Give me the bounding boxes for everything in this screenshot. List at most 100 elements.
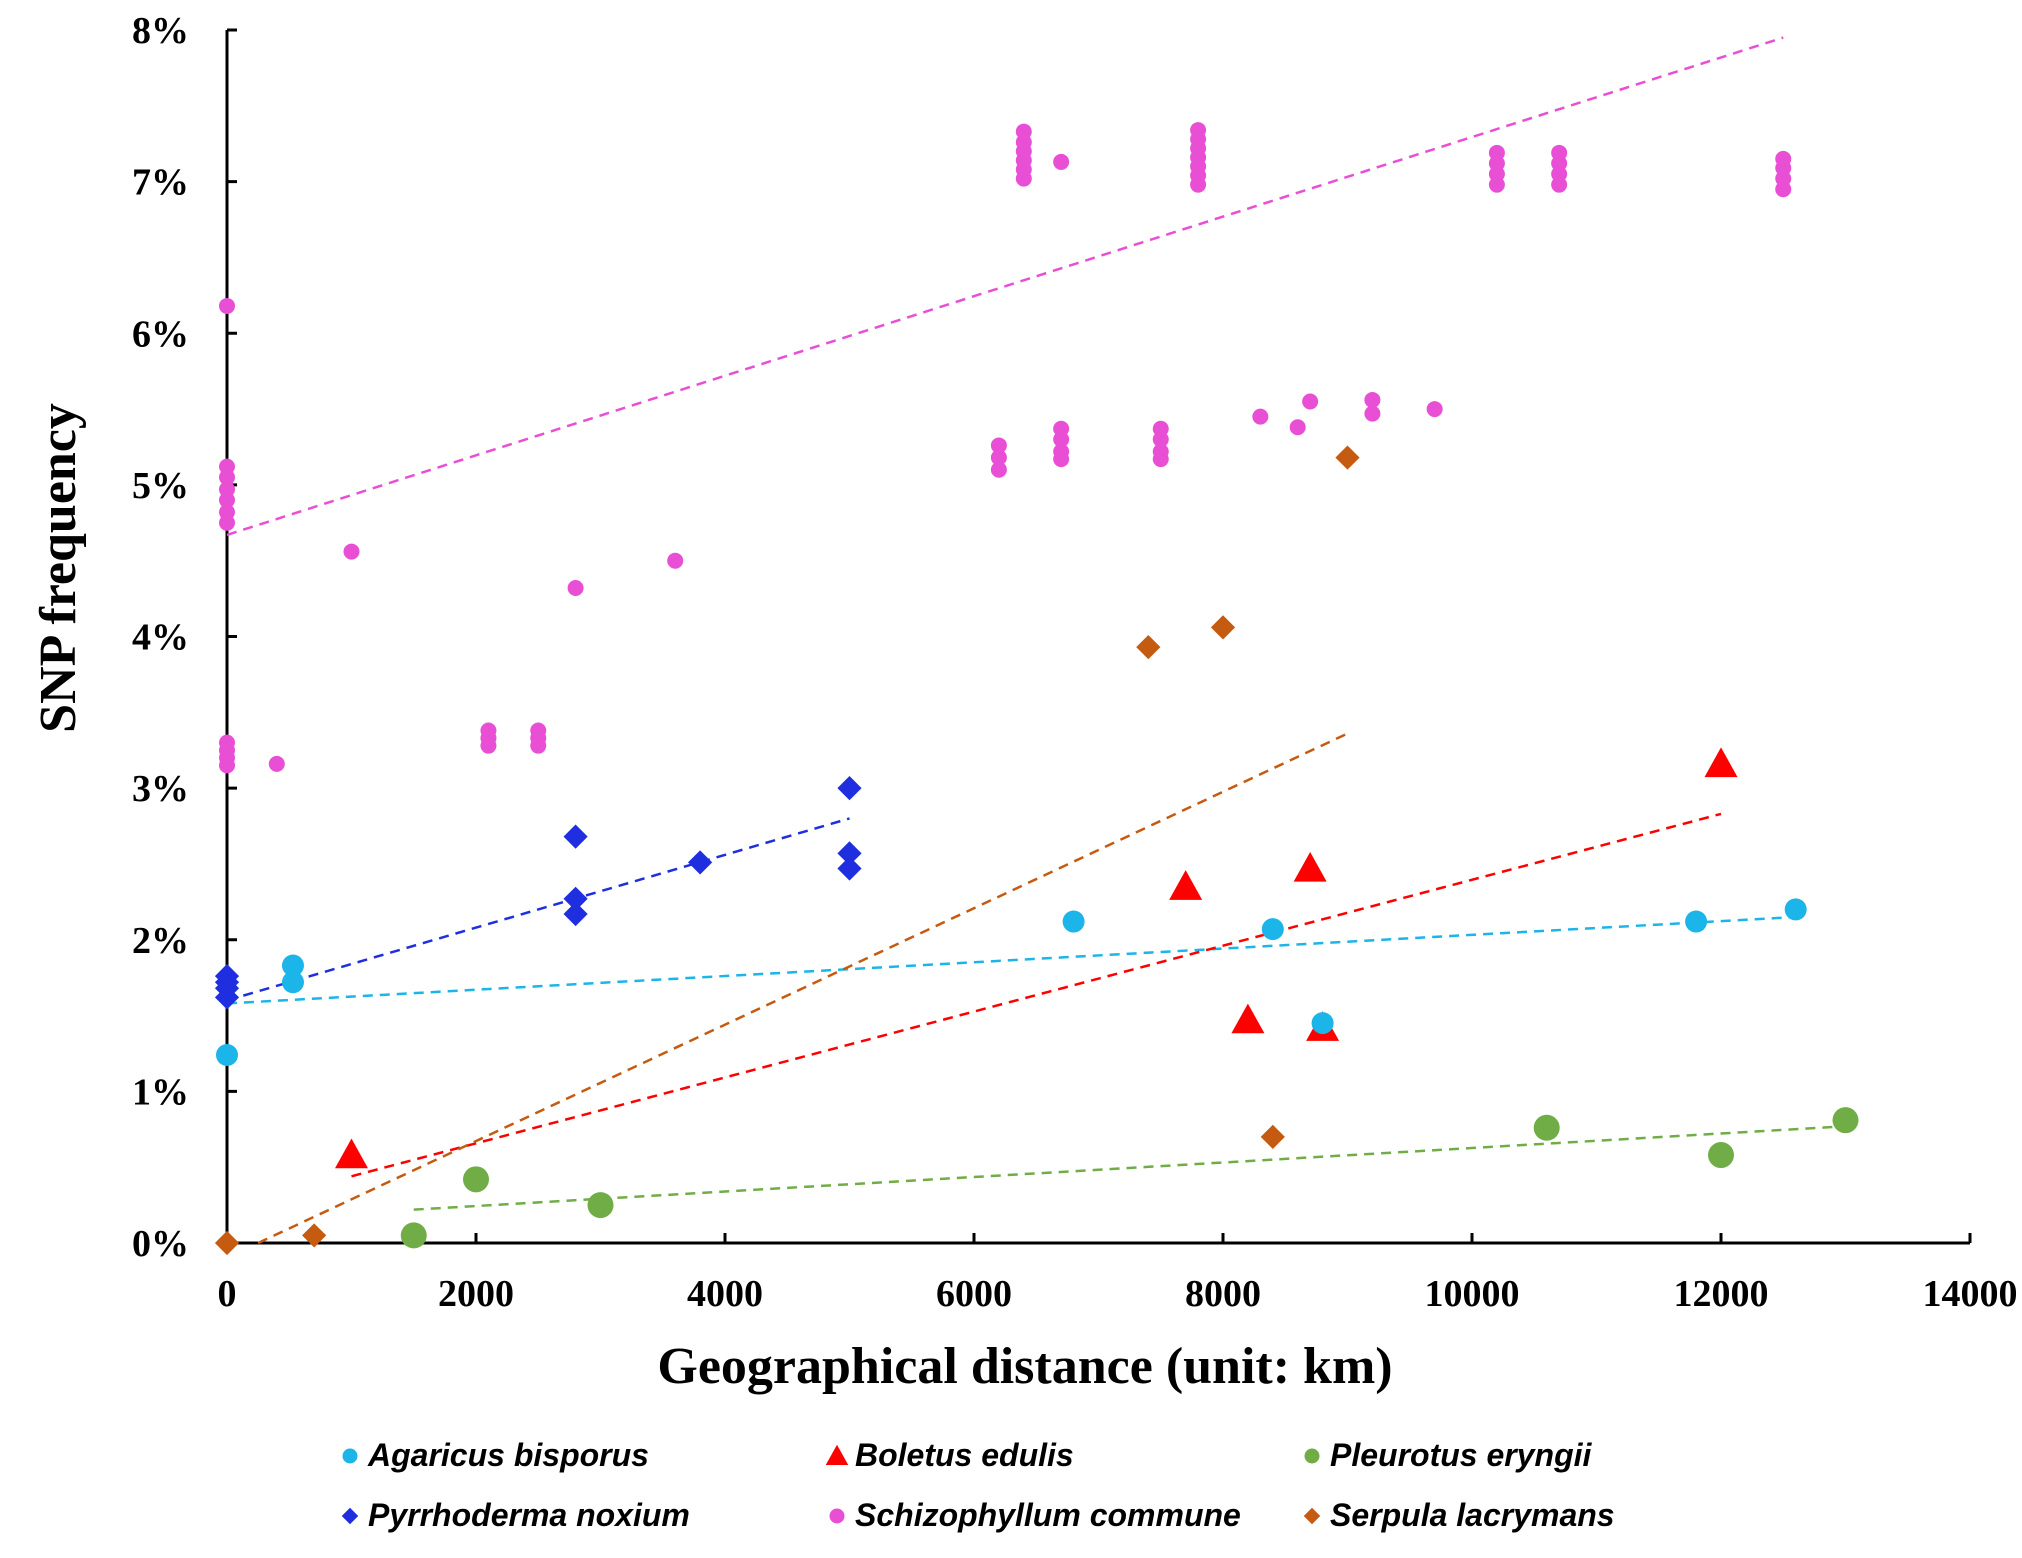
data-point [530, 722, 547, 739]
legend-label: Pleurotus eryngii [1330, 1437, 1593, 1473]
data-point [837, 841, 862, 866]
legend-marker [1304, 1448, 1320, 1464]
data-point [1289, 419, 1306, 436]
data-point [1302, 393, 1319, 410]
data-point [1231, 1003, 1265, 1034]
data-point [1260, 1124, 1285, 1149]
data-point [990, 461, 1007, 478]
legend-label: Schizophyllum commune [855, 1497, 1241, 1533]
data-point [1775, 150, 1792, 167]
y-tick-label: 3% [132, 768, 189, 810]
data-point [1488, 144, 1505, 161]
axes [225, 30, 1970, 1245]
data-point [1551, 144, 1568, 161]
trendline-serpula-lacrymans [257, 732, 1349, 1245]
x-tick-label: 2000 [438, 1273, 514, 1315]
data-point [214, 964, 240, 989]
series-agaricus-bisporus [216, 898, 1807, 1066]
data-point [219, 504, 235, 521]
x-axis-title: Geographical distance (unit: km) [657, 1338, 1392, 1395]
data-point [1784, 898, 1807, 921]
data-point [219, 481, 235, 498]
series-schizophyllum-commune [219, 122, 1792, 774]
data-point [216, 1043, 238, 1066]
data-point [1062, 910, 1085, 933]
y-tick-label: 6% [132, 313, 189, 355]
trendline-boletus-edulis [351, 812, 1722, 1178]
series-pyrrhoderma-noxium [214, 776, 862, 1010]
y-tick-label: 0% [132, 1223, 189, 1265]
y-tick-label: 1% [132, 1071, 189, 1113]
y-tick-label: 8% [132, 10, 189, 52]
data-point [219, 734, 235, 751]
x-tick-label: 14000 [1923, 1273, 2018, 1315]
data-point [837, 776, 862, 801]
legend-marker [341, 1507, 359, 1525]
data-point [1311, 1012, 1334, 1035]
data-point [1704, 747, 1738, 778]
data-point [1136, 635, 1161, 660]
trendline-schizophyllum-commune [226, 36, 1784, 537]
ticks [225, 28, 1972, 1245]
data-point [281, 954, 304, 977]
legend-item-agaricus-bisporus: Agaricus bisporus [342, 1437, 649, 1473]
data-point [990, 449, 1007, 466]
legend-marker [1303, 1507, 1321, 1525]
data-point [1169, 870, 1203, 900]
trendlines [226, 36, 1846, 1245]
data-point [990, 437, 1007, 454]
data-point [1364, 391, 1381, 408]
x-tick-label: 10000 [1425, 1273, 1520, 1315]
data-point [214, 1230, 240, 1256]
data-point [219, 458, 235, 475]
data-point [837, 856, 862, 881]
data-point [688, 850, 713, 875]
data-point [1832, 1107, 1859, 1134]
data-point [567, 579, 584, 596]
data-point [1053, 153, 1070, 170]
y-tick-label: 2% [132, 920, 189, 962]
y-tick-label: 7% [132, 162, 189, 204]
legend-label: Pyrrhoderma noxium [368, 1497, 690, 1533]
data-point [1364, 405, 1381, 422]
data-point [343, 543, 360, 560]
data-point [219, 297, 235, 314]
legend-marker [825, 1444, 849, 1465]
legend-label: Serpula lacrymans [1330, 1497, 1615, 1533]
data-point [563, 824, 588, 849]
data-point [1261, 918, 1284, 941]
series-pleurotus-eryngii [400, 1107, 1859, 1249]
data-point [1152, 443, 1169, 460]
data-point [1533, 1114, 1560, 1141]
legend-item-schizophyllum-commune: Schizophyllum commune [829, 1497, 1241, 1533]
data-point [1015, 123, 1032, 140]
data-point [1053, 443, 1070, 460]
y-tick-label: 5% [132, 465, 189, 507]
data-point [1426, 401, 1443, 418]
legend-item-serpula-lacrymans: Serpula lacrymans [1303, 1497, 1615, 1533]
data-point [1152, 420, 1169, 437]
data-point [1685, 910, 1708, 933]
legend-marker [342, 1448, 358, 1464]
data-point [667, 552, 684, 569]
x-tick-label: 6000 [936, 1273, 1012, 1315]
legend-marker [829, 1508, 845, 1524]
legend-label: Agaricus bisporus [367, 1437, 649, 1473]
trendline-pyrrhoderma-noxium [226, 817, 850, 1002]
data-point [400, 1222, 427, 1249]
legend: Agaricus bisporus Boletus edulis Pleurotus… [341, 1437, 1615, 1533]
legend-item-boletus-edulis: Boletus edulis [825, 1437, 1074, 1473]
data-point [1053, 420, 1070, 437]
data-point [1210, 615, 1236, 640]
data-point [1708, 1142, 1734, 1169]
legend-label: Boletus edulis [855, 1437, 1074, 1473]
data-point [480, 722, 497, 739]
data-point [281, 971, 304, 994]
tick-labels: 0% 1% 2% 3% 4% 5% 6% 7% 8% 0 2000 4000 6000 8000 10000… [132, 10, 2018, 1315]
data-point [587, 1192, 614, 1219]
data-point [335, 1138, 368, 1169]
x-tick-label: 0 [218, 1273, 237, 1315]
x-tick-label: 12000 [1674, 1273, 1769, 1315]
data-point [1293, 851, 1327, 882]
